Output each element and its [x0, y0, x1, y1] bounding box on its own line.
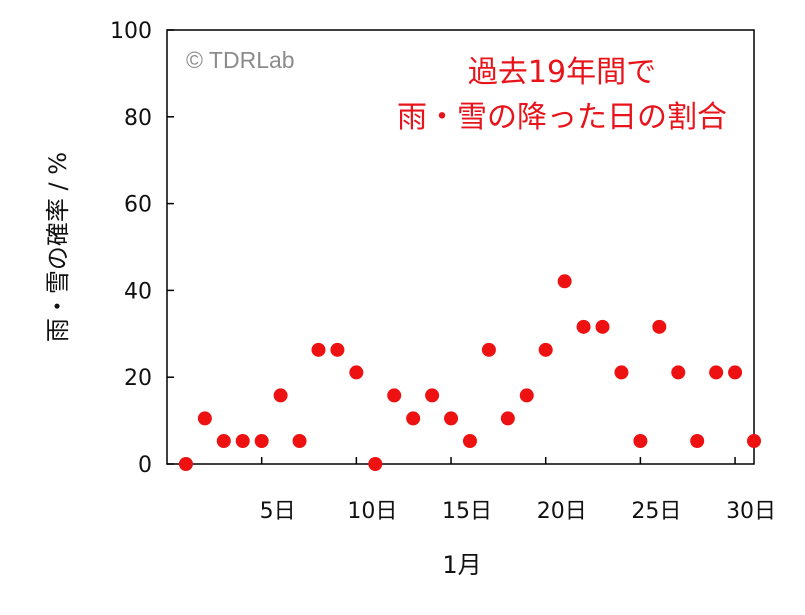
- data-point: [368, 457, 383, 471]
- data-point: [330, 342, 345, 357]
- data-point: [538, 342, 553, 357]
- x-tick-label: 15日: [442, 499, 492, 524]
- data-point: [197, 411, 212, 426]
- data-point: [557, 274, 572, 289]
- y-tick-label: 100: [110, 19, 152, 44]
- data-point: [519, 388, 534, 403]
- data-point: [406, 411, 421, 426]
- y-tick-label: 40: [124, 279, 152, 304]
- data-point: [254, 433, 269, 448]
- data-point: [671, 365, 686, 380]
- data-point: [216, 433, 231, 448]
- x-axis-label: 1月: [442, 551, 481, 579]
- x-axis-ticks: 5日 10日 15日 20日 25日 30日: [260, 457, 776, 524]
- data-point: [425, 388, 440, 403]
- data-point: [481, 342, 496, 357]
- x-tick-label: 20日: [537, 499, 587, 524]
- data-point: [444, 411, 459, 426]
- y-axis-label: 雨・雪の確率 / %: [44, 152, 72, 342]
- data-point: [576, 319, 591, 334]
- data-point: [387, 388, 402, 403]
- data-point: [273, 388, 288, 403]
- data-point: [747, 433, 761, 448]
- data-point: [614, 365, 629, 380]
- data-point: [178, 457, 193, 471]
- data-points: [178, 274, 761, 471]
- data-point: [728, 365, 743, 380]
- y-tick-label: 20: [124, 366, 152, 391]
- data-point: [462, 433, 477, 448]
- chart-title-line-1: 過去19年間で: [468, 55, 656, 90]
- data-point: [349, 365, 364, 380]
- watermark: © TDRLab: [186, 47, 295, 73]
- data-point: [292, 433, 307, 448]
- data-point: [709, 365, 724, 380]
- data-point: [500, 411, 515, 426]
- chart-title-line-2: 雨・雪の降った日の割合: [397, 100, 727, 135]
- data-point: [595, 319, 610, 334]
- y-axis-ticks: 0 20 40 60 80 100: [110, 19, 174, 478]
- x-tick-label: 10日: [347, 499, 397, 524]
- data-point: [311, 342, 326, 357]
- data-point: [690, 433, 705, 448]
- plot-frame: [166, 29, 755, 465]
- data-point: [633, 433, 648, 448]
- y-tick-label: 0: [138, 453, 152, 478]
- data-point: [652, 319, 667, 334]
- data-point: [235, 433, 250, 448]
- x-tick-label: 30日: [726, 499, 776, 524]
- y-tick-label: 60: [124, 193, 152, 218]
- x-tick-label: 5日: [260, 499, 296, 524]
- y-tick-label: 80: [124, 106, 152, 131]
- x-tick-label: 25日: [631, 499, 681, 524]
